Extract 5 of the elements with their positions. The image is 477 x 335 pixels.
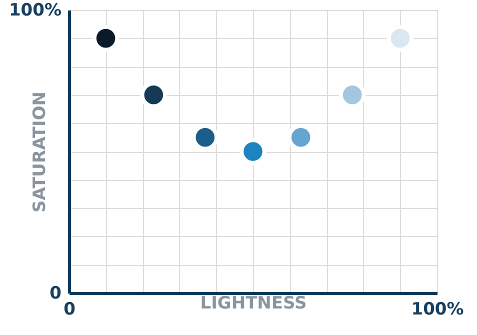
point xyxy=(240,138,266,165)
point xyxy=(92,24,120,52)
y-axis-title: SATURATION xyxy=(30,91,50,213)
x-axis-title: LIGHTNESS xyxy=(200,294,307,314)
point xyxy=(386,24,414,52)
